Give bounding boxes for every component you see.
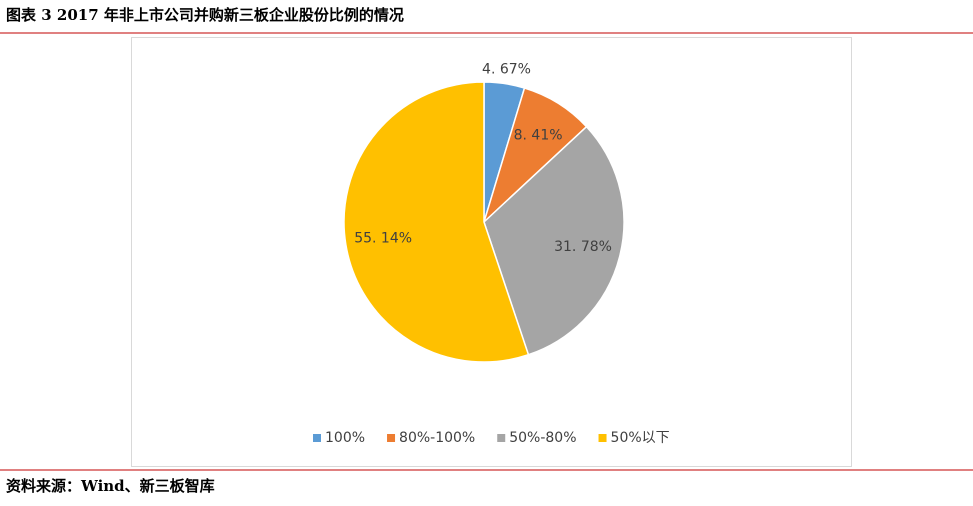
source-note: 资料来源：Wind、新三板智库 (6, 477, 215, 495)
chart: 4. 67% 8. 41% 31. 78% 55. 14% 100% 80%-100% 50… (313, 62, 670, 446)
figure-title: 图表 3 2017 年非上市公司并购新三板企业股份比例的情况 (6, 6, 404, 24)
legend-label: 50%-80% (509, 430, 576, 446)
legend-swatch (598, 434, 607, 442)
data-label: 31. 78% (554, 239, 612, 255)
legend-label: 80%-100% (399, 430, 475, 446)
legend-swatch (497, 434, 506, 442)
data-label: 4. 67% (482, 62, 531, 78)
legend-swatch (387, 434, 396, 442)
data-label: 55. 14% (354, 230, 412, 246)
pie-slice (483, 125, 625, 356)
legend-label: 100% (325, 430, 365, 446)
legend-label: 50%以下 (611, 430, 670, 446)
pie-slice (343, 81, 530, 363)
data-label: 8. 41% (514, 127, 563, 143)
legend-swatch (313, 434, 321, 442)
